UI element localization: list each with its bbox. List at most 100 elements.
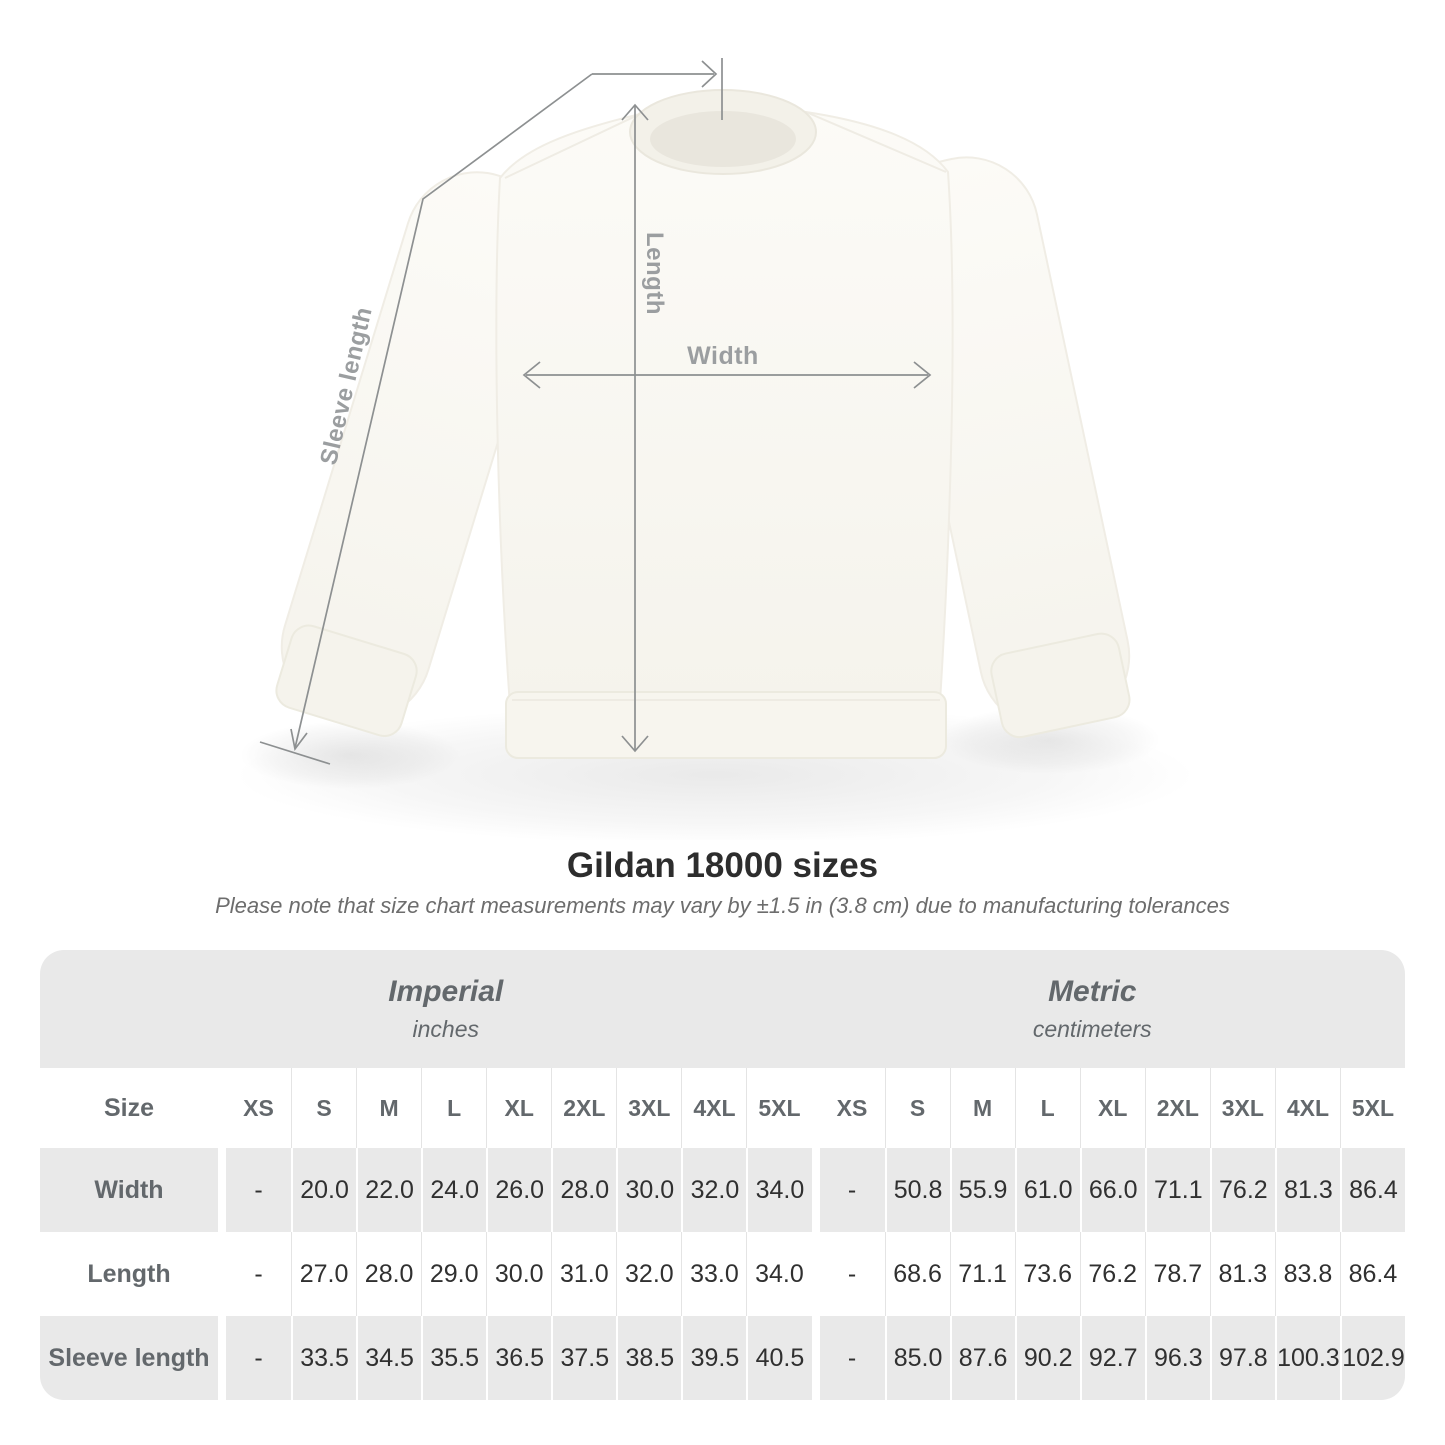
table-row: Length -27.0 28.0 29.0 30.0 31.0 32.0 33.0 34.0-… (40, 1232, 1405, 1316)
table-cell-imperial: 38.5 (616, 1316, 682, 1400)
row-label: Sleeve length (40, 1316, 218, 1400)
arrowhead-up-icon (621, 103, 649, 121)
table-cell-imperial: 20.0 (291, 1148, 357, 1232)
table-cell-imperial: 29.0 (421, 1232, 487, 1316)
table-cell-imperial: 34.5 (356, 1316, 422, 1400)
table-row: Sleeve length -33.5 34.5 35.5 36.5 37.5 38.5 39… (40, 1316, 1405, 1400)
table-cell-metric: 73.6 (1014, 1232, 1080, 1316)
table-cell-imperial: 22.0 (356, 1148, 422, 1232)
metric-title: Metric (1048, 975, 1137, 1008)
column-header-imperial: L (421, 1068, 487, 1148)
table-cell-imperial: 35.5 (421, 1316, 487, 1400)
table-cell-imperial: 36.5 (486, 1316, 552, 1400)
column-header-metric: M (949, 1068, 1015, 1148)
row-label: Length (40, 1232, 218, 1316)
table-cell-metric: 96.3 (1144, 1316, 1210, 1400)
table-cell-metric: 86.4 (1339, 1232, 1405, 1316)
column-header-imperial: M (356, 1068, 422, 1148)
table-cell-metric: 102.9 (1339, 1316, 1405, 1400)
column-header-imperial: XL (486, 1068, 552, 1148)
imperial-section-header: Imperial inches (40, 950, 812, 1068)
table-cell-metric: 68.6 (884, 1232, 950, 1316)
length-measure-label: Length (641, 232, 668, 315)
table-cell-metric: - (819, 1232, 885, 1316)
table-cell-metric: 100.3 (1274, 1316, 1340, 1400)
table-cell-imperial: 30.0 (486, 1232, 552, 1316)
table-cell-metric: - (819, 1148, 885, 1232)
table-cell-imperial: 31.0 (551, 1232, 617, 1316)
width-measure-label: Width (687, 342, 759, 370)
column-header-metric: 3XL (1209, 1068, 1275, 1148)
imperial-unit: inches (412, 1016, 479, 1042)
column-header-metric: 2XL (1144, 1068, 1210, 1148)
column-gutter (218, 1232, 226, 1316)
cuff-tick-line (259, 741, 331, 765)
table-cell-metric: 83.8 (1274, 1232, 1340, 1316)
table-cell-metric: 61.0 (1014, 1148, 1080, 1232)
product-measurement-diagram: Length Width Sleeve length (235, 58, 1195, 840)
column-header-metric: XL (1079, 1068, 1145, 1148)
table-cell-imperial: 26.0 (486, 1148, 552, 1232)
arrowhead-right2-icon (913, 361, 932, 389)
table-cell-imperial: 37.5 (551, 1316, 617, 1400)
metric-unit: centimeters (1032, 1016, 1152, 1042)
table-cell-imperial: - (226, 1316, 292, 1400)
table-cell-metric: 86.4 (1339, 1148, 1405, 1232)
column-gutter (218, 1068, 226, 1148)
table-cell-imperial: 34.0 (746, 1148, 812, 1232)
column-header-imperial: 3XL (616, 1068, 682, 1148)
table-cell-imperial: 40.5 (746, 1316, 812, 1400)
column-gutter (812, 1148, 820, 1232)
table-cell-imperial: 28.0 (356, 1232, 422, 1316)
column-header-imperial: 4XL (681, 1068, 747, 1148)
arrowhead-sleeve-icon (290, 728, 308, 752)
column-gutter (812, 1316, 820, 1400)
table-cell-metric: - (819, 1316, 885, 1400)
table-cell-metric: 81.3 (1274, 1148, 1340, 1232)
imperial-title: Imperial (388, 975, 504, 1008)
table-cell-metric: 78.7 (1144, 1232, 1210, 1316)
table-cell-metric: 66.0 (1079, 1148, 1145, 1232)
sweatshirt-image (235, 58, 1195, 840)
table-cell-metric: 71.1 (949, 1232, 1015, 1316)
column-header-imperial: 5XL (746, 1068, 812, 1148)
table-cell-imperial: - (226, 1148, 292, 1232)
metric-section-header: Metric centimeters (820, 950, 1406, 1068)
table-cell-metric: 50.8 (884, 1148, 950, 1232)
column-gutter (812, 1232, 820, 1316)
column-header-metric: 5XL (1339, 1068, 1405, 1148)
table-cell-imperial: 32.0 (616, 1232, 682, 1316)
size-table: Imperial inches Metric centimeters Size X… (40, 950, 1405, 1400)
arrowhead-down-icon (621, 735, 649, 753)
sleeve-length-line (294, 73, 593, 749)
table-cell-metric: 71.1 (1144, 1148, 1210, 1232)
measurement-lines (259, 58, 932, 765)
table-cell-imperial: 32.0 (681, 1148, 747, 1232)
column-header-imperial: S (291, 1068, 357, 1148)
column-gutter (218, 1316, 226, 1400)
table-cell-metric: 97.8 (1209, 1316, 1275, 1400)
column-header-imperial: XS (226, 1068, 292, 1148)
tolerance-note: Please note that size chart measurements… (215, 893, 1230, 918)
table-cell-metric: 81.3 (1209, 1232, 1275, 1316)
table-cell-metric: 85.0 (884, 1316, 950, 1400)
column-gutter (218, 1148, 226, 1232)
row-label: Width (40, 1148, 218, 1232)
table-cell-metric: 55.9 (949, 1148, 1015, 1232)
table-cell-imperial: 30.0 (616, 1148, 682, 1232)
table-cell-imperial: 24.0 (421, 1148, 487, 1232)
table-cell-imperial: 34.0 (746, 1232, 812, 1316)
table-header-row: Size XS S M L XL 2XL 3XL 4XL 5XL XS S M L XL 2XL 3XL 4XL 5… (40, 1068, 1405, 1148)
table-cell-imperial: 33.5 (291, 1316, 357, 1400)
table-cell-imperial: - (226, 1232, 292, 1316)
table-row: Width -20.0 22.0 24.0 26.0 28.0 30.0 32.0 34.0-5… (40, 1148, 1405, 1232)
table-cell-imperial: 28.0 (551, 1148, 617, 1232)
unit-system-band: Imperial inches Metric centimeters (40, 950, 1405, 1068)
table-cell-imperial: 33.0 (681, 1232, 747, 1316)
size-corner-label: Size (103, 1093, 155, 1122)
column-header-imperial: 2XL (551, 1068, 617, 1148)
column-header-metric: 4XL (1274, 1068, 1340, 1148)
column-header-metric: S (884, 1068, 950, 1148)
table-cell-metric: 90.2 (1014, 1316, 1080, 1400)
